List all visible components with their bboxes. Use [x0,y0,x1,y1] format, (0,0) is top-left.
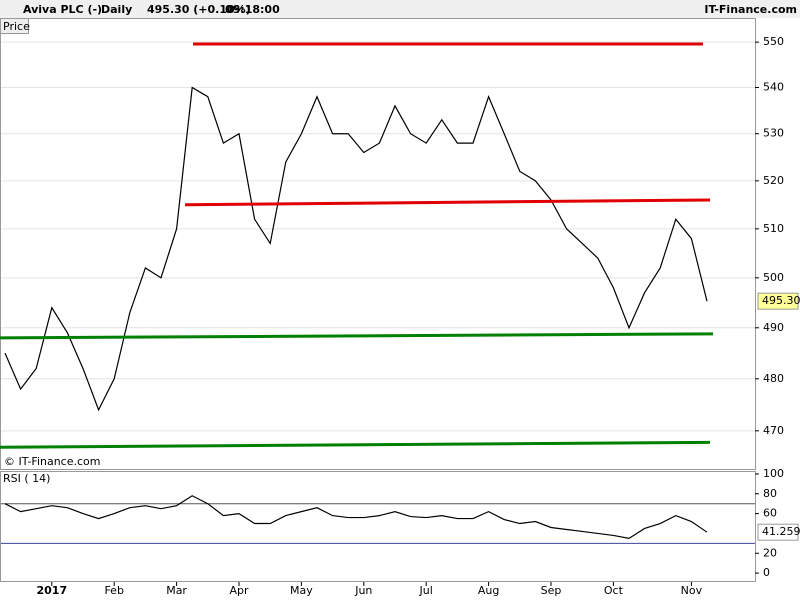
rsi-panel [0,471,756,582]
y-tick-label: 20 [763,546,777,559]
price-panel [0,18,756,470]
y-tick-label: 530 [763,127,784,140]
y-tick-label: 500 [763,271,784,284]
y-tick-label: 480 [763,372,784,385]
x-tick-label: Jun [354,584,372,597]
panel-label-box [0,18,29,34]
site: IT-Finance.com [704,3,797,16]
x-tick-label: Aug [478,584,499,597]
annotation: © IT-Finance.com [4,455,101,468]
time: 09:18:00 [225,3,280,16]
y-tick-label: 80 [763,487,777,500]
price-title: Price [3,20,30,33]
period: Daily [101,3,132,16]
x-tick-label: Jul [419,584,433,597]
x-tick-label: Nov [681,584,703,597]
y-tick-label: 470 [763,424,784,437]
x-tick-label: Sep [541,584,562,597]
y-tick-label: 510 [763,222,784,235]
x-tick-label: 2017 [36,584,67,597]
x-tick-label: Mar [166,584,187,597]
y-tick-label: 490 [763,321,784,334]
y-tick-label: 100 [763,467,784,480]
y-tick-label: 520 [763,174,784,187]
rsi-title: RSI ( 14) [3,472,50,485]
last-value-label: 41.259 [762,525,800,538]
instrument: Aviva PLC (-) [23,3,102,16]
x-tick-label: Oct [604,584,624,597]
header-bar [0,0,800,18]
quote: 495.30 (+0.10%) [147,3,251,16]
y-tick-label: 60 [763,507,777,520]
trend-line [0,332,714,340]
last-value-box [757,523,799,541]
x-tick-label: May [290,584,313,597]
y-tick-label: 550 [763,35,784,48]
last-value-box [757,292,799,310]
trend-line [0,440,711,449]
series-line [4,495,708,540]
x-tick-label: Feb [104,584,123,597]
last-value-label: 495.30 [762,294,800,307]
y-tick-label: 0 [763,566,770,579]
x-tick-label: Apr [229,584,249,597]
trend-line [184,198,711,207]
y-tick-label: 540 [763,81,784,94]
series-line [4,86,708,412]
